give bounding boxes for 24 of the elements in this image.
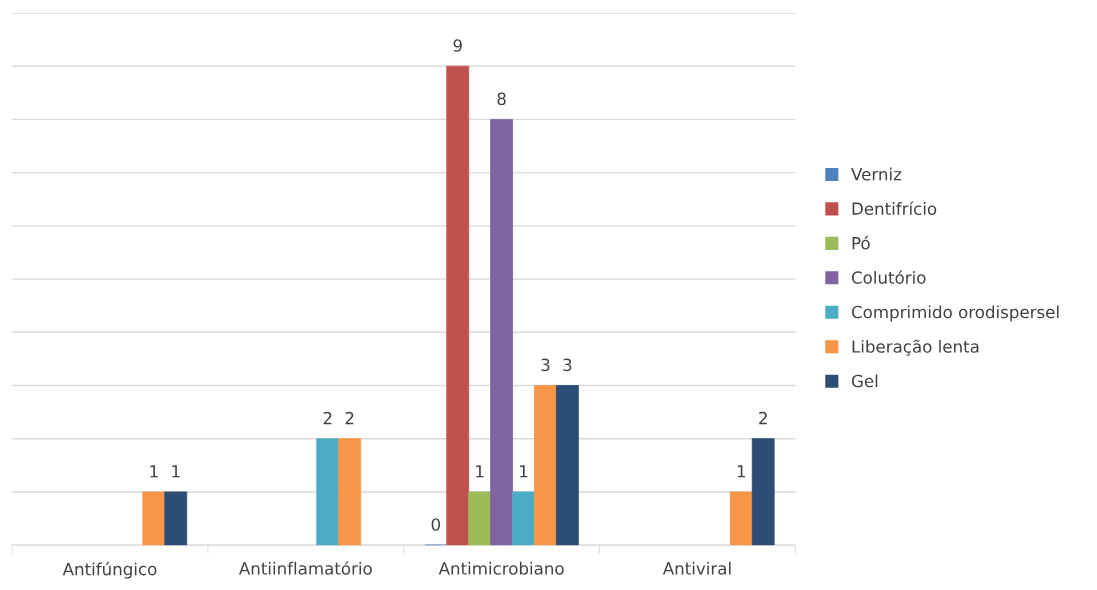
data-label: 3: [541, 358, 550, 372]
data-label: 2: [323, 411, 332, 425]
data-label: 1: [520, 465, 528, 478]
data-label: 1: [476, 465, 484, 478]
x-tick-label: Antimicrobiano: [438, 561, 564, 575]
data-label: 0: [431, 518, 440, 531]
legend-label: Pó: [852, 235, 870, 250]
legend-label: Verniz: [851, 167, 902, 181]
legend-label: Gel: [851, 374, 878, 388]
data-label: 1: [150, 465, 158, 478]
data-label: 2: [345, 411, 354, 425]
data-label: 1: [737, 465, 746, 478]
legend-label: Dentifrício: [852, 201, 937, 215]
data-label: 3: [563, 358, 572, 372]
legend-label: Liberação lenta: [852, 339, 979, 356]
data-label: 1: [172, 465, 180, 478]
x-tick-label: Antifúngico: [62, 561, 157, 579]
legend-label: Colutório: [851, 270, 926, 284]
data-label: 8: [497, 92, 506, 106]
data-label: 2: [759, 411, 767, 425]
x-tick-label: Antiinflamatório: [238, 561, 372, 575]
x-tick-label: Antiviral: [662, 561, 731, 575]
data-label: 9: [453, 39, 462, 52]
legend-label: Comprimido orodispersel: [851, 305, 1059, 322]
